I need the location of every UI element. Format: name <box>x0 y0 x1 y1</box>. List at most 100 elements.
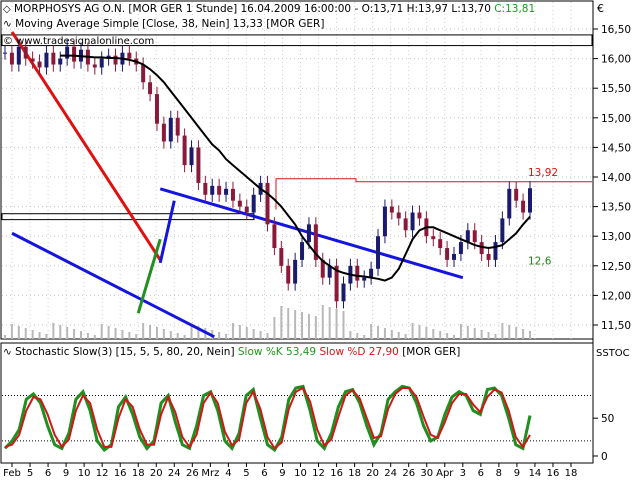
price-ytick-label: 12,00 <box>601 290 631 302</box>
candle-body <box>16 46 21 65</box>
watermark: © www.tradesignalonline.com <box>3 36 154 47</box>
volume-bar <box>73 329 76 339</box>
candle-body <box>65 46 70 59</box>
close-label: C:13,81 <box>494 3 535 15</box>
x-tick-label: 12 <box>96 468 109 479</box>
candle-body <box>327 265 332 278</box>
volume-bar <box>397 332 400 339</box>
volume-bar <box>238 325 241 339</box>
volume-bar <box>93 335 96 339</box>
volume-bar <box>142 323 145 339</box>
price-annotations: 13,92 12,6 <box>528 167 558 268</box>
candle-body <box>514 188 519 201</box>
candle-body <box>362 277 367 281</box>
price-ytick-label: 11,50 <box>601 320 631 332</box>
candle-body <box>431 236 436 240</box>
volume-bar <box>121 330 124 339</box>
candle-body <box>203 182 208 195</box>
stoch-grid <box>2 395 592 442</box>
candle-body <box>279 248 284 266</box>
x-tick-label: 6 <box>261 468 267 479</box>
candle-body <box>148 82 153 95</box>
volume-bar <box>356 333 359 339</box>
x-tick-label: Mrz <box>201 468 219 479</box>
x-tick-label: 26 <box>402 468 415 479</box>
x-tick-label: 16 <box>114 468 127 479</box>
volume-bar <box>349 331 352 339</box>
volume-bar <box>287 308 290 339</box>
candle-body <box>113 55 118 65</box>
candle-body <box>396 212 401 219</box>
volume-bar <box>335 309 338 339</box>
x-tick-label: 9 <box>279 468 285 479</box>
x-tick-label: 18 <box>565 468 578 479</box>
candle-body <box>313 224 318 260</box>
volume-bar <box>31 330 34 339</box>
candle-body <box>92 64 97 68</box>
candle-body <box>23 46 28 59</box>
price-ytick-label: 16,50 <box>601 24 631 36</box>
x-tick-label: 20 <box>150 468 163 479</box>
price-y-axis: 16,50 16,00 15,50 15,00 14,50 14,00 13,50 13,00… <box>593 24 631 332</box>
volume-bar <box>301 312 304 339</box>
stoch-title-text: Stochastic Slow(3) [15, 5, 5, 80, 20, Ne… <box>12 346 235 358</box>
volume-bar <box>466 326 469 339</box>
candle-body <box>389 206 394 213</box>
price-ytick-label: 16,00 <box>601 54 631 66</box>
x-tick-label: 18 <box>348 468 361 479</box>
price-ytick-label: 14,00 <box>601 172 631 184</box>
volume-bar <box>225 334 228 339</box>
volume-bar <box>266 333 269 339</box>
candle-body <box>51 52 56 65</box>
trendline-green <box>136 238 162 314</box>
candle-body <box>438 239 443 249</box>
volume-bar <box>418 325 421 339</box>
x-tick-label: 30 <box>420 468 433 479</box>
volume-bar <box>169 331 172 339</box>
candle-body <box>168 117 173 142</box>
x-tick-label: 9 <box>514 468 520 479</box>
candle-body <box>458 242 463 254</box>
volume-bar <box>328 307 331 339</box>
candle-body <box>472 230 477 243</box>
candle-body <box>355 265 360 281</box>
trendline-blue <box>11 231 216 339</box>
candle-body <box>445 248 450 260</box>
candle-body <box>161 123 166 142</box>
candle-body <box>341 283 346 302</box>
candle-body <box>376 236 381 269</box>
volume-bar <box>190 324 193 339</box>
stoch-axis-tag: SSTOC <box>596 348 630 359</box>
volume-bar <box>453 335 456 339</box>
volume-bar <box>321 305 324 339</box>
stoch-d-label: Slow %D 27,90 <box>319 346 398 358</box>
volume-bar <box>52 323 55 339</box>
candle-body <box>44 52 49 68</box>
x-tick-label: 5 <box>243 468 249 479</box>
trendlines <box>10 31 464 339</box>
volume-bar <box>439 331 442 339</box>
candle-body <box>507 188 512 219</box>
volume-bar <box>280 306 283 339</box>
candle-body <box>251 194 256 213</box>
x-tick-label: 18 <box>132 468 145 479</box>
volume-bar <box>135 334 138 339</box>
volume-bar <box>411 323 414 339</box>
candle-body <box>99 58 104 68</box>
volume-bar <box>45 334 48 339</box>
volume-bar <box>86 333 89 339</box>
candle-body <box>465 230 470 243</box>
candle-body <box>30 58 35 62</box>
candle-body <box>417 212 422 219</box>
candle-body <box>320 259 325 278</box>
trendline-blue <box>159 187 464 280</box>
ma-line-label: ∿ Moving Average Simple [Close, 38, Nein… <box>3 18 324 30</box>
candle-body <box>403 218 408 231</box>
stoch-icon: ∿ <box>3 346 12 358</box>
volume-bar <box>100 324 103 339</box>
volume-bar <box>252 329 255 339</box>
candle-body <box>72 46 77 62</box>
candle-body <box>293 259 298 284</box>
x-tick-label: 8 <box>496 468 502 479</box>
candle-body <box>286 265 291 284</box>
